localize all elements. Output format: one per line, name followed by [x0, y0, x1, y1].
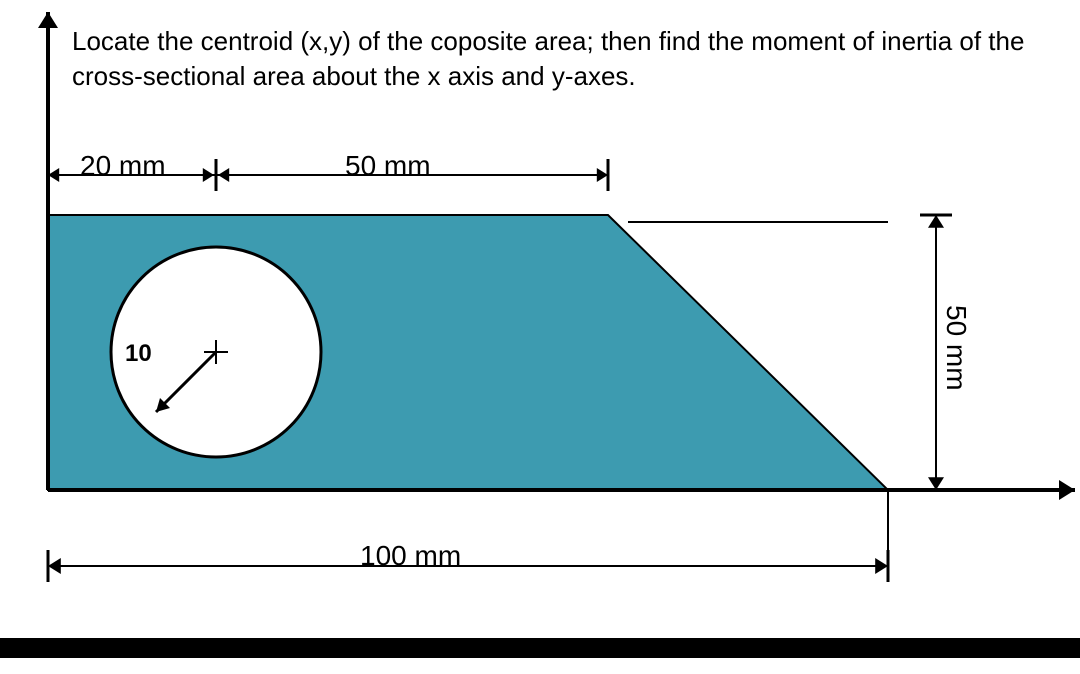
x-axis-arrow — [1059, 480, 1075, 500]
top-dim-arrow-1r — [203, 168, 214, 182]
top-dim-arrow-2r — [597, 168, 608, 182]
dim-label-50mm-side: 50 mm — [940, 305, 972, 391]
problem-statement: Locate the centroid (x,y) of the coposit… — [72, 24, 1052, 94]
diagram-svg — [0, 0, 1080, 674]
height-dim-arrow-u — [928, 215, 944, 228]
dim-label-50mm-top: 50 mm — [345, 150, 431, 182]
top-dim-arrow-2l — [218, 168, 229, 182]
bottom-black-bar — [0, 638, 1080, 658]
bottom-dim-arrow-r — [875, 558, 888, 574]
bottom-dim-arrow-l — [48, 558, 61, 574]
dim-label-100mm: 100 mm — [360, 540, 461, 572]
y-axis-arrow — [38, 12, 58, 28]
diagram-stage: Locate the centroid (x,y) of the coposit… — [0, 0, 1080, 674]
dim-label-20mm: 20 mm — [80, 150, 166, 182]
radius-label-10: 10 — [125, 340, 152, 368]
